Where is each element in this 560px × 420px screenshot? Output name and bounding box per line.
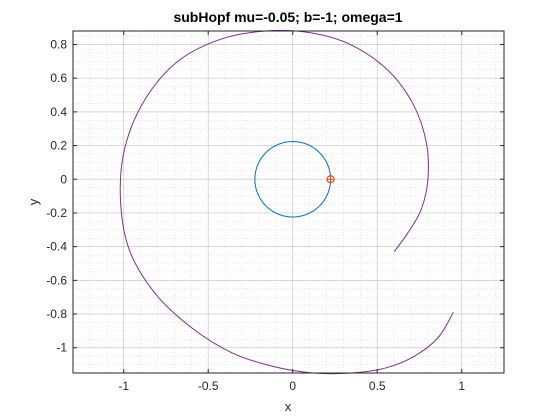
- y-tick-label: -0.6: [46, 273, 67, 287]
- tick-labels: -1 -0.5 0 0.5 1 -1 -0.8 -0.6 -0.4 -0.2 0 0.2 0.4 0.6 0…: [46, 37, 465, 393]
- x-tick-label: 0.5: [369, 379, 386, 393]
- y-tick-label: 0.6: [50, 71, 67, 85]
- y-tick-label: 0.2: [50, 139, 67, 153]
- x-tick-label: -1: [118, 379, 129, 393]
- y-tick-label: -1: [56, 341, 67, 355]
- y-tick-label: -0.8: [46, 307, 67, 321]
- y-tick-label: -0.4: [46, 240, 67, 254]
- axes-box: [72, 30, 505, 374]
- x-tick-label: 1: [458, 379, 465, 393]
- limit-cycle-line: [254, 141, 332, 218]
- minor-grid: [72, 31, 504, 373]
- y-tick-label: 0.4: [50, 105, 67, 119]
- major-grid: [73, 31, 504, 373]
- x-tick-label: -0.5: [198, 379, 219, 393]
- y-axis-label: y: [26, 198, 41, 205]
- axis-ticks: [73, 31, 504, 373]
- y-tick-label: 0: [60, 172, 67, 186]
- y-tick-label: -0.2: [46, 206, 67, 220]
- y-tick-label: 0.8: [50, 37, 67, 51]
- x-axis-label: x: [285, 399, 292, 414]
- chart-title: subHopf mu=-0.05; b=-1; omega=1: [173, 9, 402, 25]
- x-tick-label: 0: [289, 379, 296, 393]
